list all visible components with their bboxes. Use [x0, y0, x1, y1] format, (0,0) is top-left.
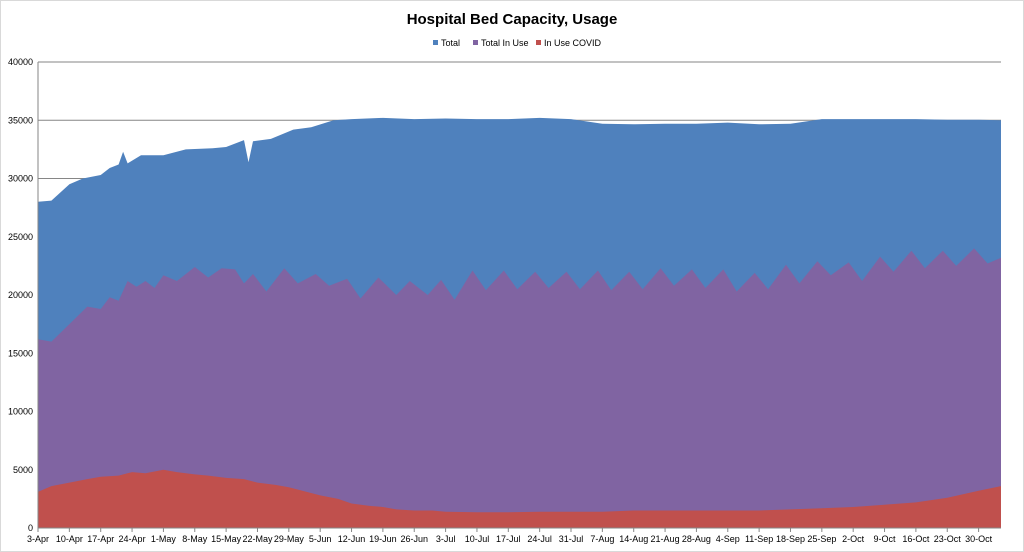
x-tick-label: 31-Jul: [559, 534, 584, 544]
chart-legend: Total Total In Use In Use COVID: [433, 38, 602, 48]
y-tick-label: 10000: [8, 407, 33, 417]
x-tick-label: 22-May: [242, 534, 273, 544]
y-tick-label: 20000: [8, 290, 33, 300]
x-axis-ticks: 3-Apr 10-Apr 17-Apr 24-Apr 1-May 8-May 15-May 2…: [27, 528, 993, 544]
axes: [37, 62, 1001, 529]
x-tick-label: 1-May: [151, 534, 177, 544]
x-tick-label: 11-Sep: [745, 534, 773, 544]
area-total-in-use: [38, 248, 1001, 528]
area-series: [38, 117, 1001, 529]
x-tick-label: 2-Oct: [842, 534, 865, 544]
x-tick-label: 29-May: [274, 534, 305, 544]
legend-swatch: [433, 40, 438, 45]
y-tick-label: 40000: [8, 57, 33, 67]
x-tick-label: 5-Jun: [309, 534, 332, 544]
x-tick-label: 8-May: [182, 534, 208, 544]
legend-label: In Use COVID: [544, 38, 602, 48]
x-tick-label: 18-Sep: [776, 534, 805, 544]
chart-title: Hospital Bed Capacity, Usage: [407, 11, 618, 28]
x-tick-label: 19-Jun: [369, 534, 397, 544]
x-tick-label: 3-Apr: [27, 534, 49, 544]
area-in-use-covid: [38, 469, 1001, 528]
x-tick-label: 24-Jul: [527, 534, 552, 544]
legend-swatch: [536, 40, 541, 45]
y-tick-label: 25000: [8, 232, 33, 242]
x-tick-label: 17-Apr: [87, 534, 114, 544]
x-tick-label: 12-Jun: [338, 534, 366, 544]
legend-label: Total: [441, 38, 460, 48]
x-tick-label: 23-Oct: [934, 534, 962, 544]
x-tick-label: 4-Sep: [716, 534, 740, 544]
x-tick-label: 21-Aug: [651, 534, 680, 544]
y-tick-label: 30000: [8, 174, 33, 184]
x-tick-label: 17-Jul: [496, 534, 521, 544]
y-tick-label: 35000: [8, 115, 33, 125]
x-tick-label: 9-Oct: [874, 534, 897, 544]
y-tick-label: 15000: [8, 348, 33, 358]
x-tick-label: 28-Aug: [682, 534, 711, 544]
x-tick-label: 15-May: [211, 534, 242, 544]
x-tick-label: 30-Oct: [965, 534, 993, 544]
x-tick-label: 16-Oct: [902, 534, 930, 544]
x-tick-label: 14-Aug: [619, 534, 648, 544]
legend-swatch: [473, 40, 478, 45]
legend-label: Total In Use: [481, 38, 529, 48]
x-tick-label: 26-Jun: [400, 534, 428, 544]
y-tick-label: 5000: [13, 465, 33, 475]
x-tick-label: 25-Sep: [807, 534, 836, 544]
x-tick-label: 10-Jul: [465, 534, 490, 544]
y-tick-label: 0: [28, 523, 33, 533]
x-tick-label: 10-Apr: [56, 534, 83, 544]
y-axis-ticks: 0 5000 10000 15000 20000 25000 30000 35000 40000: [8, 57, 33, 533]
x-tick-label: 3-Jul: [436, 534, 456, 544]
x-tick-label: 7-Aug: [590, 534, 614, 544]
x-tick-label: 24-Apr: [119, 534, 146, 544]
